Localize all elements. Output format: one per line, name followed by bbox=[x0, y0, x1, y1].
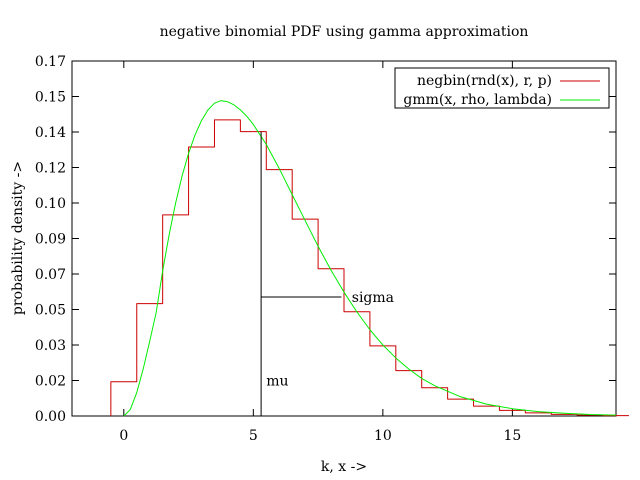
x-tick-label: 5 bbox=[249, 428, 258, 444]
y-tick-label: 0.12 bbox=[35, 161, 66, 177]
annotation-mu-label: mu bbox=[266, 374, 288, 390]
plot-frame bbox=[71, 60, 617, 417]
legend: negbin(rnd(x), r, p) gmm(x, rho, lambda) bbox=[394, 67, 610, 109]
y-tick-label: 0.03 bbox=[35, 338, 66, 354]
y-tick-label: 0.10 bbox=[35, 196, 66, 212]
legend-label: gmm(x, rho, lambda) bbox=[403, 92, 552, 108]
series-0-line bbox=[110, 119, 629, 417]
legend-box bbox=[394, 67, 610, 109]
legend-label: negbin(rnd(x), r, p) bbox=[417, 73, 552, 89]
y-tick-label: 0.07 bbox=[35, 267, 66, 283]
axis-ticks: 0.00 0.02 0.03 0.05 0.07 0.09 0.10 0.12 0.14 0.15… bbox=[35, 54, 616, 444]
y-tick-label: 0.09 bbox=[35, 232, 66, 248]
series-1-line bbox=[123, 100, 617, 417]
annotation-layer: mu sigma bbox=[260, 131, 394, 416]
y-tick-label: 0.14 bbox=[35, 125, 66, 141]
x-tick-label: 10 bbox=[374, 428, 392, 444]
y-tick-label: 0.05 bbox=[35, 303, 66, 319]
x-tick-label: 15 bbox=[503, 428, 521, 444]
series-layer bbox=[110, 100, 629, 417]
y-axis-label: probability density -> bbox=[10, 161, 26, 315]
y-tick-label: 0.17 bbox=[35, 54, 66, 70]
chart-title: negative binomial PDF using gamma approx… bbox=[160, 24, 529, 40]
y-tick-label: 0.15 bbox=[35, 90, 66, 106]
x-axis-label: k, x -> bbox=[321, 459, 367, 475]
annotation-sigma-label: sigma bbox=[352, 290, 394, 306]
y-tick-label: 0.00 bbox=[35, 409, 66, 425]
y-tick-label: 0.02 bbox=[35, 374, 66, 390]
x-tick-label: 0 bbox=[119, 428, 128, 444]
